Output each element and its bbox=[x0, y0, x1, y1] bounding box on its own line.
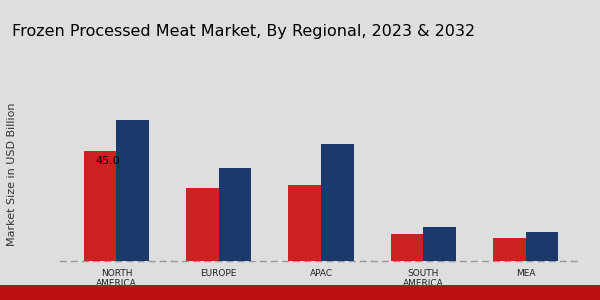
Bar bbox=[321, 144, 354, 261]
Bar bbox=[526, 232, 558, 261]
Bar bbox=[288, 185, 321, 261]
Bar bbox=[493, 238, 526, 261]
Bar bbox=[116, 120, 149, 261]
Bar bbox=[391, 234, 423, 261]
Bar bbox=[423, 227, 456, 261]
Bar bbox=[219, 168, 251, 261]
Legend: 2023, 2032: 2023, 2032 bbox=[449, 0, 577, 4]
Bar bbox=[186, 188, 219, 261]
Text: 45.0: 45.0 bbox=[95, 156, 120, 166]
Text: Market Size in USD Billion: Market Size in USD Billion bbox=[7, 102, 17, 246]
Text: Frozen Processed Meat Market, By Regional, 2023 & 2032: Frozen Processed Meat Market, By Regiona… bbox=[12, 24, 475, 39]
Bar bbox=[84, 151, 116, 261]
